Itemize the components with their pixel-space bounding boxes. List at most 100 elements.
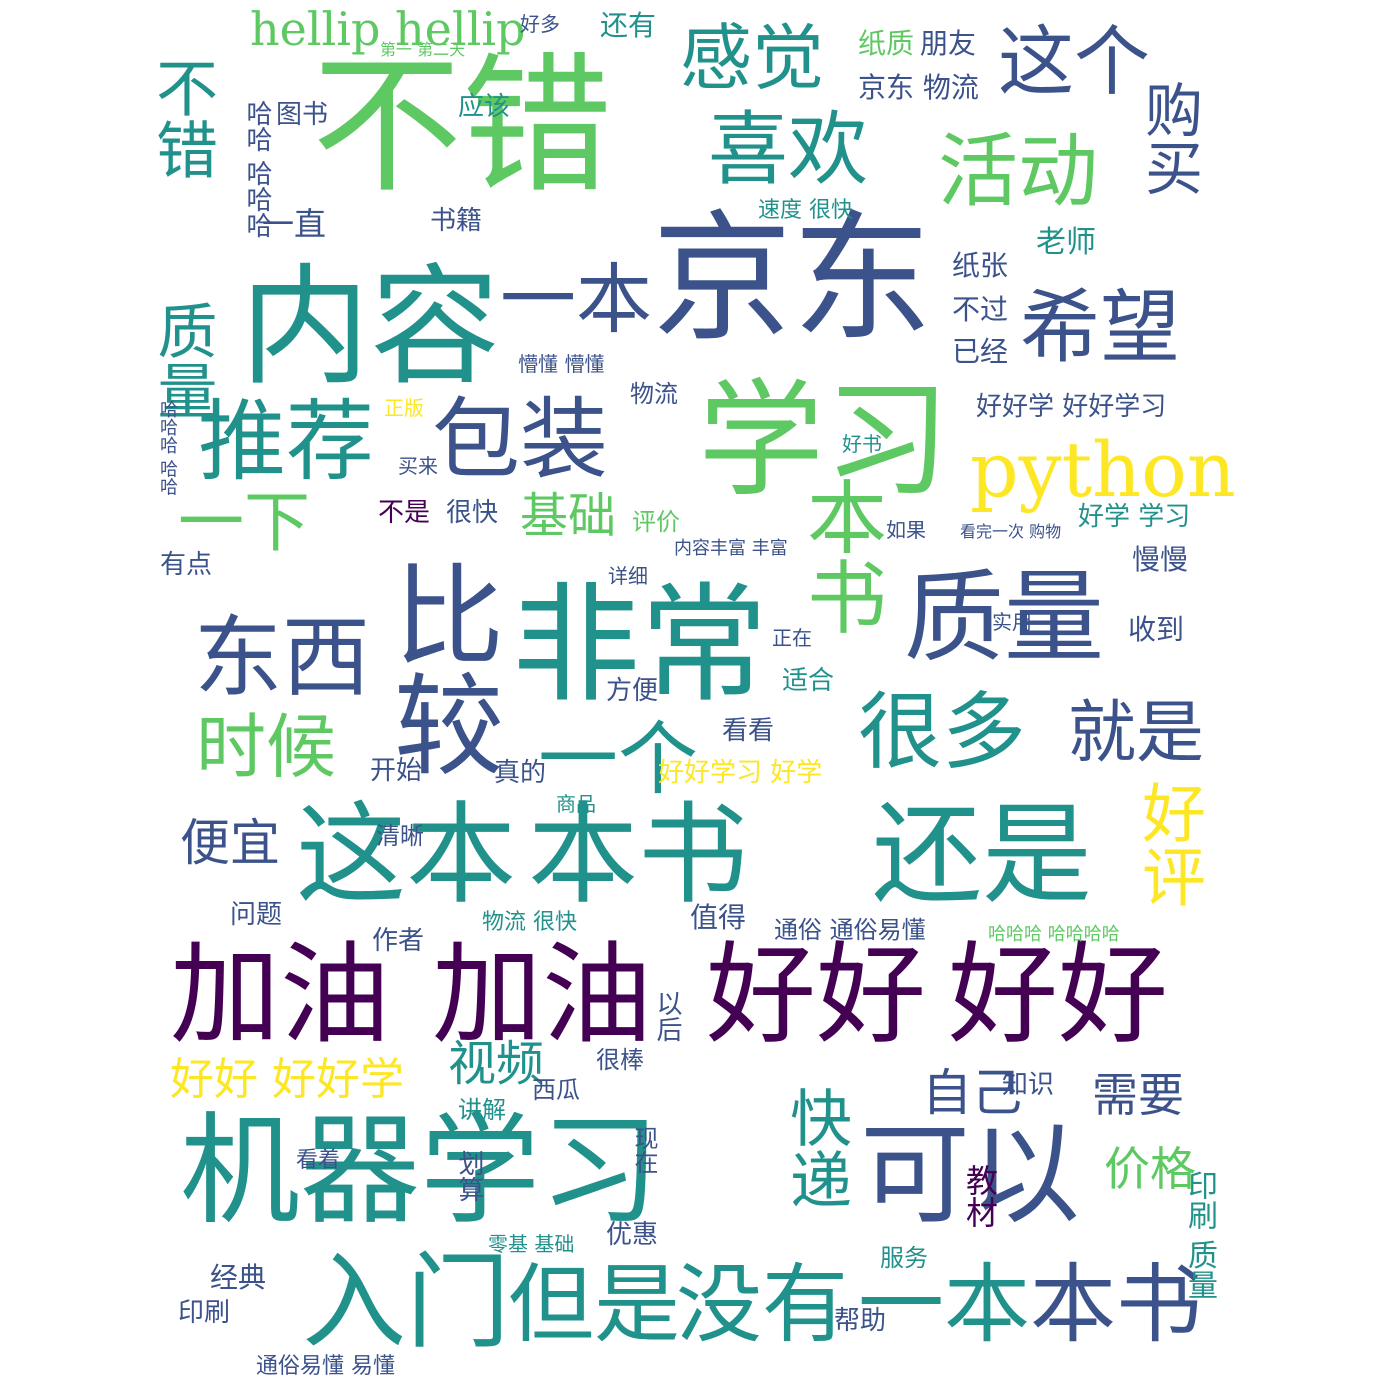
word-cloud-word: 纸张 xyxy=(952,249,1009,282)
word-cloud-word: 视频 xyxy=(448,1036,545,1092)
word-cloud-word: 印刷 xyxy=(178,1298,231,1328)
word-cloud-word: 速度 很快 xyxy=(758,198,853,223)
word-cloud-word: 看看 xyxy=(722,716,775,746)
word-cloud-word: 以后 xyxy=(652,990,682,1042)
word-cloud-word: 通俗易懂 易懂 xyxy=(256,1354,395,1379)
word-cloud-word: 需要 xyxy=(1092,1068,1184,1122)
word-cloud-word: 慢慢 xyxy=(1132,543,1189,576)
word-cloud-word: 机器学习 xyxy=(180,1102,660,1241)
word-cloud-word: 知识 xyxy=(1002,1070,1055,1100)
word-cloud-word: 划算 xyxy=(454,1150,484,1202)
word-cloud-word: 值得 xyxy=(690,901,747,934)
word-cloud-word: 应该 xyxy=(458,92,511,122)
word-cloud-word: 第一 第二天 xyxy=(380,40,466,59)
word-cloud-word: 这本 xyxy=(296,791,516,919)
word-cloud-word: 学习 xyxy=(698,367,950,514)
word-cloud-word: 没有 xyxy=(676,1255,848,1355)
word-cloud-word: 本书 xyxy=(1030,1255,1202,1355)
word-cloud-word: 方便 xyxy=(606,676,659,706)
word-cloud-word: 评价 xyxy=(632,508,680,536)
word-cloud-word: 看完一次 购物 xyxy=(960,522,1062,541)
word-cloud-word: 好好学 好好学习 xyxy=(976,392,1167,422)
word-cloud-word: 书籍 xyxy=(430,206,483,236)
word-cloud-word: 希望 xyxy=(1020,281,1180,374)
word-cloud-word: 实用 xyxy=(992,610,1032,634)
word-cloud-word: 不错 xyxy=(145,56,218,180)
word-cloud-word: 收到 xyxy=(1128,613,1185,646)
word-cloud-word: 不过 xyxy=(952,293,1009,326)
word-cloud-word: 本书 xyxy=(794,476,887,636)
word-cloud-word: 京东 物流 xyxy=(858,71,979,104)
word-cloud-word: 买来 xyxy=(398,454,438,478)
word-cloud-word: 优惠 xyxy=(606,1220,659,1250)
word-cloud-word: 朋友 xyxy=(920,27,977,60)
word-cloud-word: 比较 xyxy=(375,558,503,778)
word-cloud-word: 物流 很快 xyxy=(482,910,577,935)
word-cloud-word: 哈哈 哈哈哈 xyxy=(242,100,272,239)
word-cloud-word: 物流 xyxy=(630,380,678,408)
word-cloud-word: 便宜 xyxy=(180,814,280,872)
word-cloud-word: 有点 xyxy=(160,550,213,580)
word-cloud-word: 好评 xyxy=(1131,780,1205,908)
word-cloud-word: 好书 xyxy=(842,432,882,456)
word-cloud-word: 一直 xyxy=(262,205,327,243)
word-cloud-word: 帮助 xyxy=(834,1306,887,1336)
word-cloud-word: hellip hellip xyxy=(250,2,526,56)
word-cloud-word: 内容丰富 丰富 xyxy=(674,538,788,559)
word-cloud-word: 如果 xyxy=(886,518,926,542)
word-cloud-word: 好好 好好学 xyxy=(170,1054,404,1105)
word-cloud-word: 清晰 xyxy=(376,822,424,850)
word-cloud-word: 好多 xyxy=(520,12,560,36)
word-cloud-word: 时候 xyxy=(196,706,336,788)
word-cloud-word: 快递 xyxy=(779,1086,852,1210)
word-cloud-word: python xyxy=(970,425,1236,514)
word-cloud-word: 教材 xyxy=(961,1164,999,1228)
word-cloud-word: 好好 xyxy=(948,931,1168,1059)
word-cloud-word: 通俗 通俗易懂 xyxy=(774,916,926,944)
word-cloud-word: 真的 xyxy=(494,758,547,788)
word-cloud-word: 加油 xyxy=(170,931,390,1059)
word-cloud-word: 很棒 xyxy=(596,1046,644,1074)
word-cloud-word: 加油 xyxy=(432,931,652,1059)
word-cloud-word: 好好学习 好学 xyxy=(658,758,823,788)
word-cloud-word: 零基 基础 xyxy=(488,1232,575,1256)
word-cloud-word: 很快 xyxy=(446,498,499,528)
word-cloud-word: 老师 xyxy=(1036,225,1096,260)
word-cloud-word: 看着 xyxy=(296,1148,341,1173)
word-cloud-word: 可以 xyxy=(860,1111,1080,1239)
word-cloud-word: 但是 xyxy=(508,1255,680,1355)
word-cloud-word: 一下 xyxy=(178,484,310,561)
word-cloud-word: 印刷 质量 xyxy=(1182,1170,1217,1300)
word-cloud-word: 质量 xyxy=(147,300,217,420)
word-cloud-word: 基础 xyxy=(520,488,617,544)
word-cloud-word: 现在 xyxy=(630,1126,658,1174)
word-cloud-word: 讲解 xyxy=(458,1096,506,1124)
word-cloud-word: 好学 学习 xyxy=(1078,502,1191,532)
word-cloud-word: 经典 xyxy=(210,1261,267,1294)
word-cloud-word: 开始 xyxy=(370,756,423,786)
word-cloud-word: 纸质 xyxy=(858,27,915,60)
word-cloud-word: 正版 xyxy=(384,396,424,420)
word-cloud-word: 本书 xyxy=(528,791,748,919)
word-cloud-word: 感觉 xyxy=(680,16,825,100)
word-cloud-word: 非常 xyxy=(512,571,769,720)
word-cloud-word: 已经 xyxy=(952,335,1009,368)
word-cloud-word: 质量 xyxy=(904,559,1104,676)
word-cloud-word: 不错 xyxy=(312,40,613,214)
word-cloud-word: 哈哈哈 哈哈 xyxy=(157,400,178,496)
word-cloud-word: 京东 xyxy=(652,198,933,361)
word-cloud-word: 活动 xyxy=(938,125,1098,218)
word-cloud-word: 还有 xyxy=(600,9,657,42)
word-cloud-word: 作者 xyxy=(372,926,425,956)
word-cloud-word: 正在 xyxy=(772,626,812,650)
word-cloud-word: 图书 xyxy=(276,100,329,130)
word-cloud-word: 一本 xyxy=(858,1255,1030,1355)
word-cloud-word: 推荐 xyxy=(198,390,375,493)
word-cloud-word: 价格 xyxy=(1104,1142,1196,1196)
word-cloud-word: 这个 xyxy=(998,17,1150,106)
word-cloud-word: 商品 xyxy=(556,792,596,816)
word-cloud-word: 懵懂 懵懂 xyxy=(518,352,605,376)
word-cloud-word: 包装 xyxy=(432,388,609,491)
word-cloud-word: 内容 xyxy=(240,251,501,403)
